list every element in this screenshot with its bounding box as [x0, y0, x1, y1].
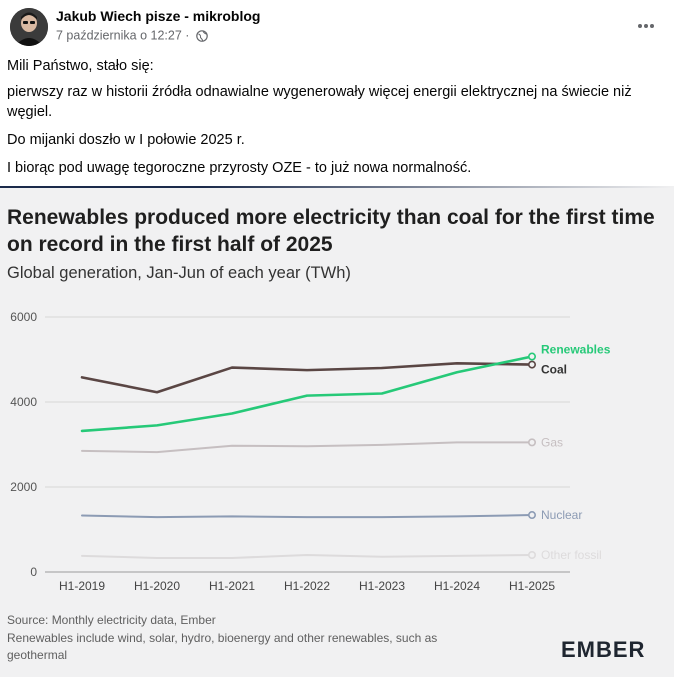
x-tick-label: H1-2019	[59, 579, 105, 593]
author-name[interactable]: Jakub Wiech pisze - mikroblog	[56, 8, 261, 24]
chart-image[interactable]: Renewables produced more electricity tha…	[0, 186, 674, 677]
post-header: Jakub Wiech pisze - mikroblog 7 paździer…	[0, 0, 674, 52]
series-line-gas	[81, 441, 533, 454]
post-meta: 7 października o 12:27 ·	[56, 28, 208, 43]
series-label: Nuclear	[541, 508, 582, 522]
post-paragraph: Do mijanki doszło w I połowie 2025 r.	[7, 132, 245, 148]
series-label: Renewables	[541, 343, 611, 357]
series-label: Coal	[541, 363, 567, 377]
chart-source: Source: Monthly electricity data, Ember …	[7, 612, 507, 665]
series-end-marker	[527, 511, 536, 520]
series-line-other-fossil	[81, 554, 533, 559]
y-tick-label: 0	[30, 565, 37, 579]
series-line-coal	[80, 362, 534, 394]
y-tick-label: 4000	[10, 395, 37, 409]
series-end-marker	[527, 438, 536, 447]
line-chart: 0 2000 4000 6000 H1-2019 H1-2020 H1-2021 H1-202…	[10, 310, 611, 593]
x-tick-label: H1-2022	[284, 579, 330, 593]
chart-title: Renewables produced more electricity tha…	[7, 206, 655, 256]
globe-icon	[196, 29, 208, 42]
chart-top-rule	[0, 186, 674, 188]
post-paragraph: Mili Państwo, stało się:	[7, 58, 154, 74]
post-timestamp[interactable]: 7 października o 12:27 ·	[56, 28, 190, 43]
source-line: geothermal	[7, 648, 68, 662]
series-end-marker	[527, 550, 536, 559]
y-tick-label: 6000	[10, 310, 37, 324]
series-line-renewables	[80, 355, 534, 433]
y-tick-label: 2000	[10, 480, 37, 494]
x-tick-label: H1-2024	[434, 579, 480, 593]
source-line: Source: Monthly electricity data, Ember	[7, 613, 216, 627]
ember-logo: EMBER	[561, 637, 646, 662]
x-tick-label: H1-2023	[359, 579, 405, 593]
more-options-icon[interactable]	[634, 14, 658, 38]
post-body: Mili Państwo, stało się: pierwszy raz w …	[7, 56, 667, 186]
series-end-marker	[527, 352, 536, 361]
author-avatar[interactable]	[10, 8, 48, 46]
series-label: Gas	[541, 435, 563, 449]
source-line: Renewables include wind, solar, hydro, b…	[7, 630, 438, 645]
post-paragraph: pierwszy raz w historii źródła odnawialn…	[7, 84, 632, 120]
x-tick-label: H1-2025	[509, 579, 555, 593]
series-end-marker	[527, 360, 536, 369]
post-paragraph: I biorąc pod uwagę tegoroczne przyrosty …	[7, 160, 472, 176]
chart-subtitle: Global generation, Jan-Jun of each year …	[7, 264, 351, 282]
series-label: Other fossil	[541, 548, 602, 562]
x-tick-label: H1-2020	[134, 579, 180, 593]
series-line-nuclear	[81, 514, 533, 519]
x-tick-label: H1-2021	[209, 579, 255, 593]
